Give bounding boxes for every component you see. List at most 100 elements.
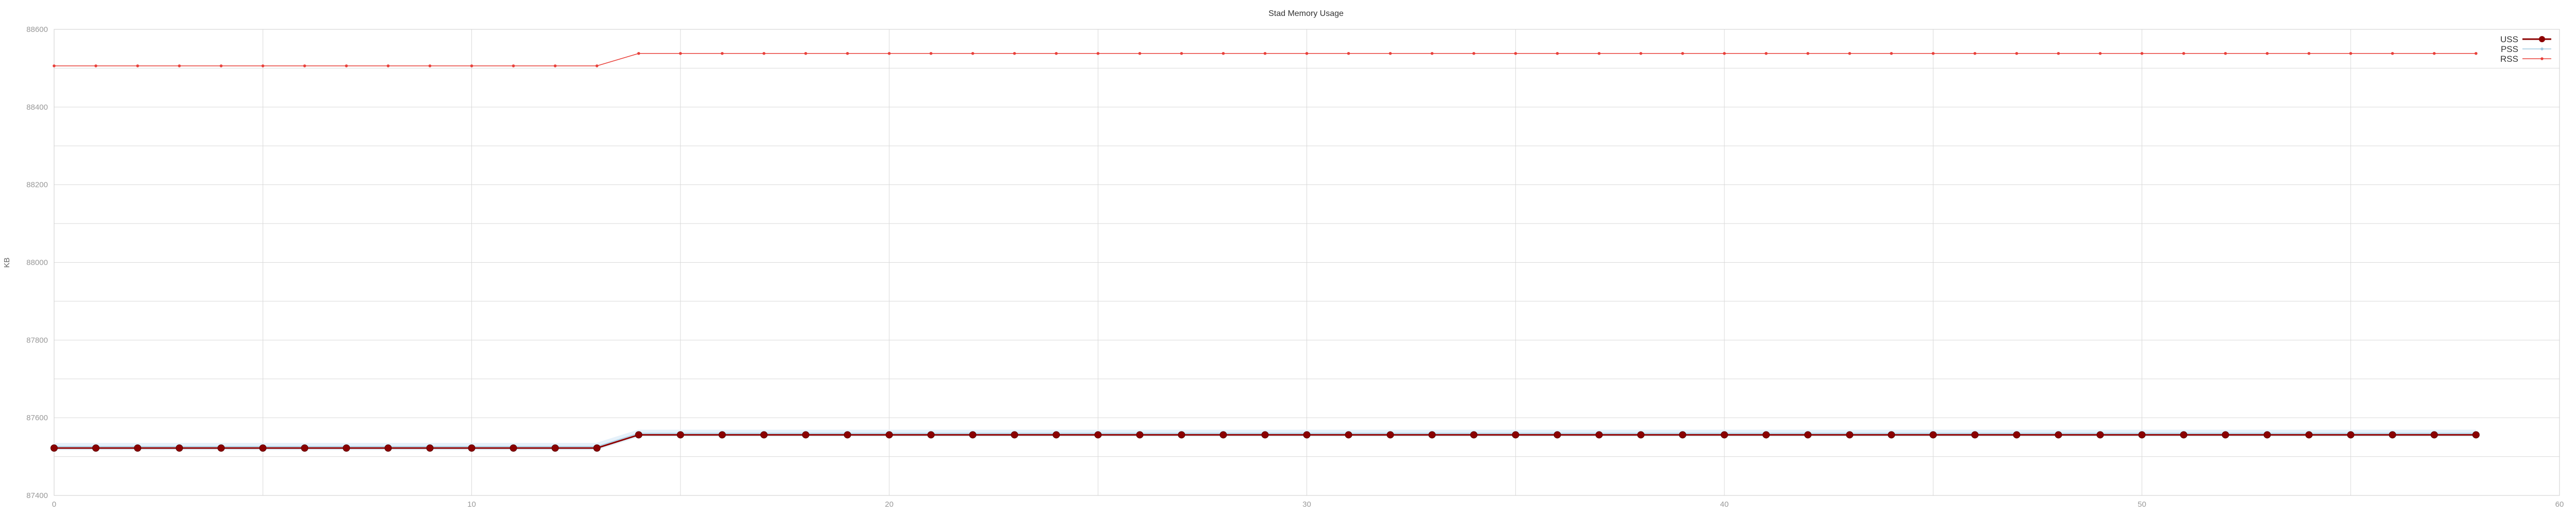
data-point-rss [2307,52,2311,55]
legend-swatch-marker [2540,57,2544,60]
chart-title: Stad Memory Usage [1268,9,1344,18]
y-tick-label: 87800 [26,336,48,345]
data-point-rss [1639,52,1642,55]
data-point-uss [1345,431,1352,439]
data-point-uss [1888,431,1895,439]
series-line-rss [54,53,2476,66]
data-point-uss [259,444,267,452]
data-point-rss [178,64,181,67]
data-point-uss [1136,431,1144,439]
data-point-uss [343,444,350,452]
data-point-rss [1138,52,1142,55]
data-point-uss [1470,431,1478,439]
data-point-uss [1303,431,1311,439]
data-point-uss [2347,431,2354,439]
legend-item-uss[interactable]: USS [2500,35,2551,44]
data-point-rss [2265,52,2269,55]
data-point-rss [1973,52,1977,55]
data-point-uss [551,444,559,452]
data-point-uss [635,431,642,439]
data-point-rss [428,64,432,67]
data-point-uss [1804,431,1812,439]
x-tick-label: 10 [467,500,476,509]
legend-item-pss[interactable]: PSS [2501,44,2551,54]
data-point-rss [971,52,974,55]
grid [54,29,2560,496]
y-tick-label: 88200 [26,181,48,190]
data-point-rss [1806,52,1809,55]
y-tick-label: 88600 [26,25,48,34]
data-point-uss [426,444,434,452]
data-point-rss [2349,52,2352,55]
x-tick-label: 40 [1720,500,1729,509]
data-point-rss [595,64,599,67]
data-point-rss [1305,52,1309,55]
data-point-rss [2433,52,2436,55]
data-point-uss [969,431,977,439]
data-point-rss [1347,52,1350,55]
data-point-rss [1890,52,1893,55]
data-point-uss [593,444,601,452]
data-point-uss [760,431,768,439]
data-point-rss [1055,52,1058,55]
data-point-rss [386,64,390,67]
data-point-uss [802,431,809,439]
plot-border [54,29,2560,496]
data-point-rss [929,52,933,55]
data-point-uss [1762,431,1770,439]
y-tick-label: 87400 [26,491,48,500]
data-point-rss [1472,52,1476,55]
data-point-uss [676,431,684,439]
data-point-rss [1765,52,1768,55]
legend-label: USS [2500,35,2518,44]
data-point-rss [888,52,891,55]
data-point-uss [510,444,517,452]
axes: 87400 87600 87800 88000 88200 88400 88600 0 10 20… [26,25,2564,509]
data-point-uss [2096,431,2104,439]
data-point-uss [2180,431,2188,439]
data-point-rss [762,52,766,55]
data-point-uss [1971,431,1979,439]
data-point-uss [1386,431,1394,439]
data-point-uss [468,444,476,452]
x-tick-label: 30 [1302,500,1311,509]
x-tick-label: 20 [885,500,894,509]
legend-swatch-marker [2539,36,2545,42]
data-point-uss [92,444,100,452]
data-point-rss [804,52,807,55]
data-point-uss [2305,431,2313,439]
data-point-uss [2472,431,2480,439]
data-point-uss [2138,431,2146,439]
data-point-uss [50,444,58,452]
data-point-rss [2391,52,2394,55]
data-point-uss [2388,431,2396,439]
data-point-rss [679,52,682,55]
data-point-uss [1679,431,1686,439]
data-point-uss [843,431,851,439]
data-point-rss [721,52,724,55]
series-rss [53,52,2478,67]
data-point-rss [345,64,348,67]
legend-item-rss[interactable]: RSS [2500,54,2551,64]
data-point-rss [2098,52,2102,55]
data-point-uss [718,431,726,439]
data-point-uss [1553,431,1561,439]
data-point-rss [637,52,640,55]
data-point-rss [470,64,473,67]
data-point-uss [1094,431,1102,439]
data-point-rss [94,64,97,67]
data-point-rss [512,64,515,67]
data-point-rss [1388,52,1392,55]
data-point-rss [553,64,557,67]
series-layer [50,52,2480,452]
data-point-uss [1011,431,1019,439]
x-tick-label: 50 [2138,500,2146,509]
data-point-rss [2057,52,2060,55]
data-point-uss [2430,431,2438,439]
data-point-rss [219,64,223,67]
legend-label: RSS [2500,54,2518,64]
data-point-rss [1430,52,1434,55]
data-point-uss [1261,431,1269,439]
